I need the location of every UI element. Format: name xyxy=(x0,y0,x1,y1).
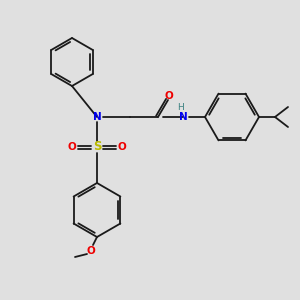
Text: O: O xyxy=(87,246,95,256)
Text: O: O xyxy=(165,91,173,101)
Text: S: S xyxy=(93,140,101,154)
Text: O: O xyxy=(118,142,126,152)
Text: H: H xyxy=(177,103,183,112)
Text: N: N xyxy=(93,112,101,122)
Text: O: O xyxy=(68,142,76,152)
Text: N: N xyxy=(178,112,188,122)
